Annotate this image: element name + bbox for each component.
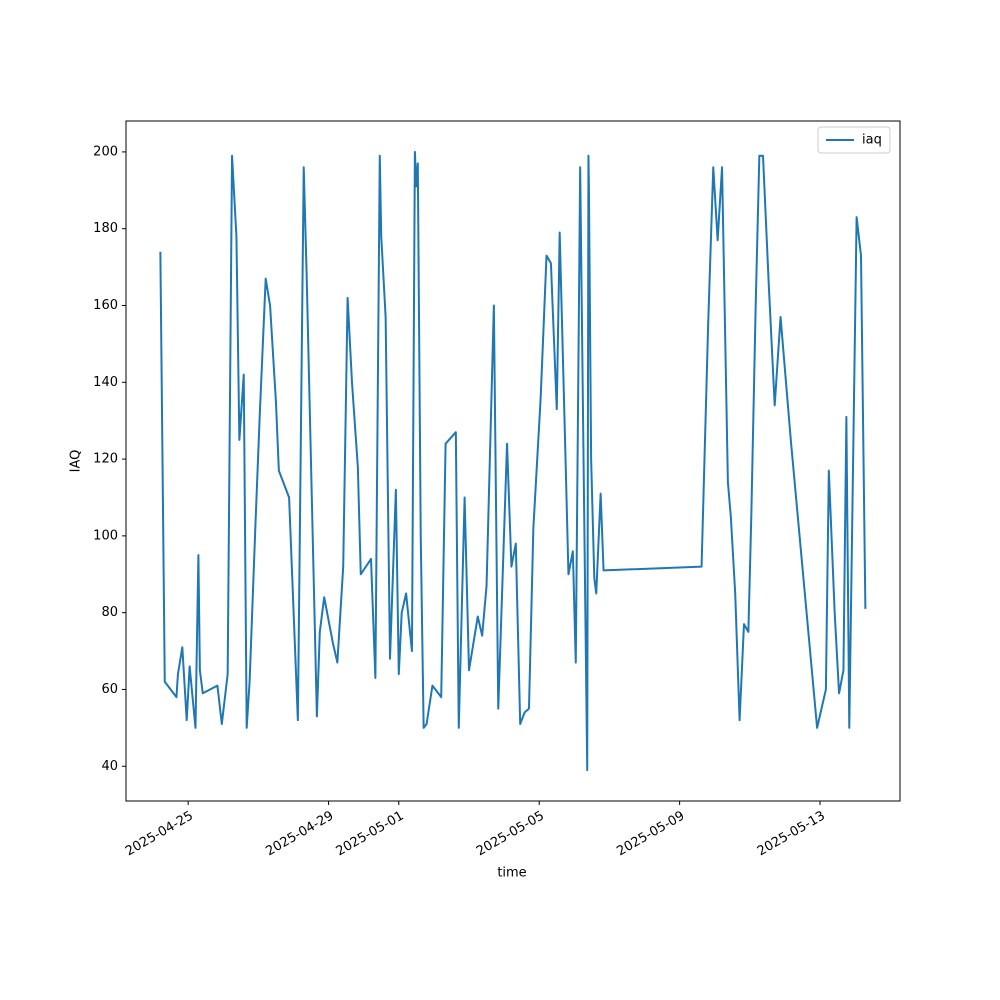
y-tick-label: 60 [101, 682, 118, 697]
y-tick-label: 140 [93, 375, 118, 390]
y-tick-label: 100 [93, 528, 118, 543]
y-tick-label: 160 [93, 298, 118, 313]
y-tick-label: 180 [93, 221, 118, 236]
line [159, 150, 867, 772]
y-tick-label: 40 [101, 759, 118, 774]
y-tick-label: 120 [93, 452, 118, 467]
x-axis-label: time [497, 866, 526, 881]
y-axis-label: IAQ [69, 450, 84, 473]
axes-frame [125, 120, 901, 802]
y-tick-label: 80 [101, 605, 118, 620]
legend-label: iaq [862, 133, 882, 148]
y-tick-label: 200 [93, 144, 118, 159]
